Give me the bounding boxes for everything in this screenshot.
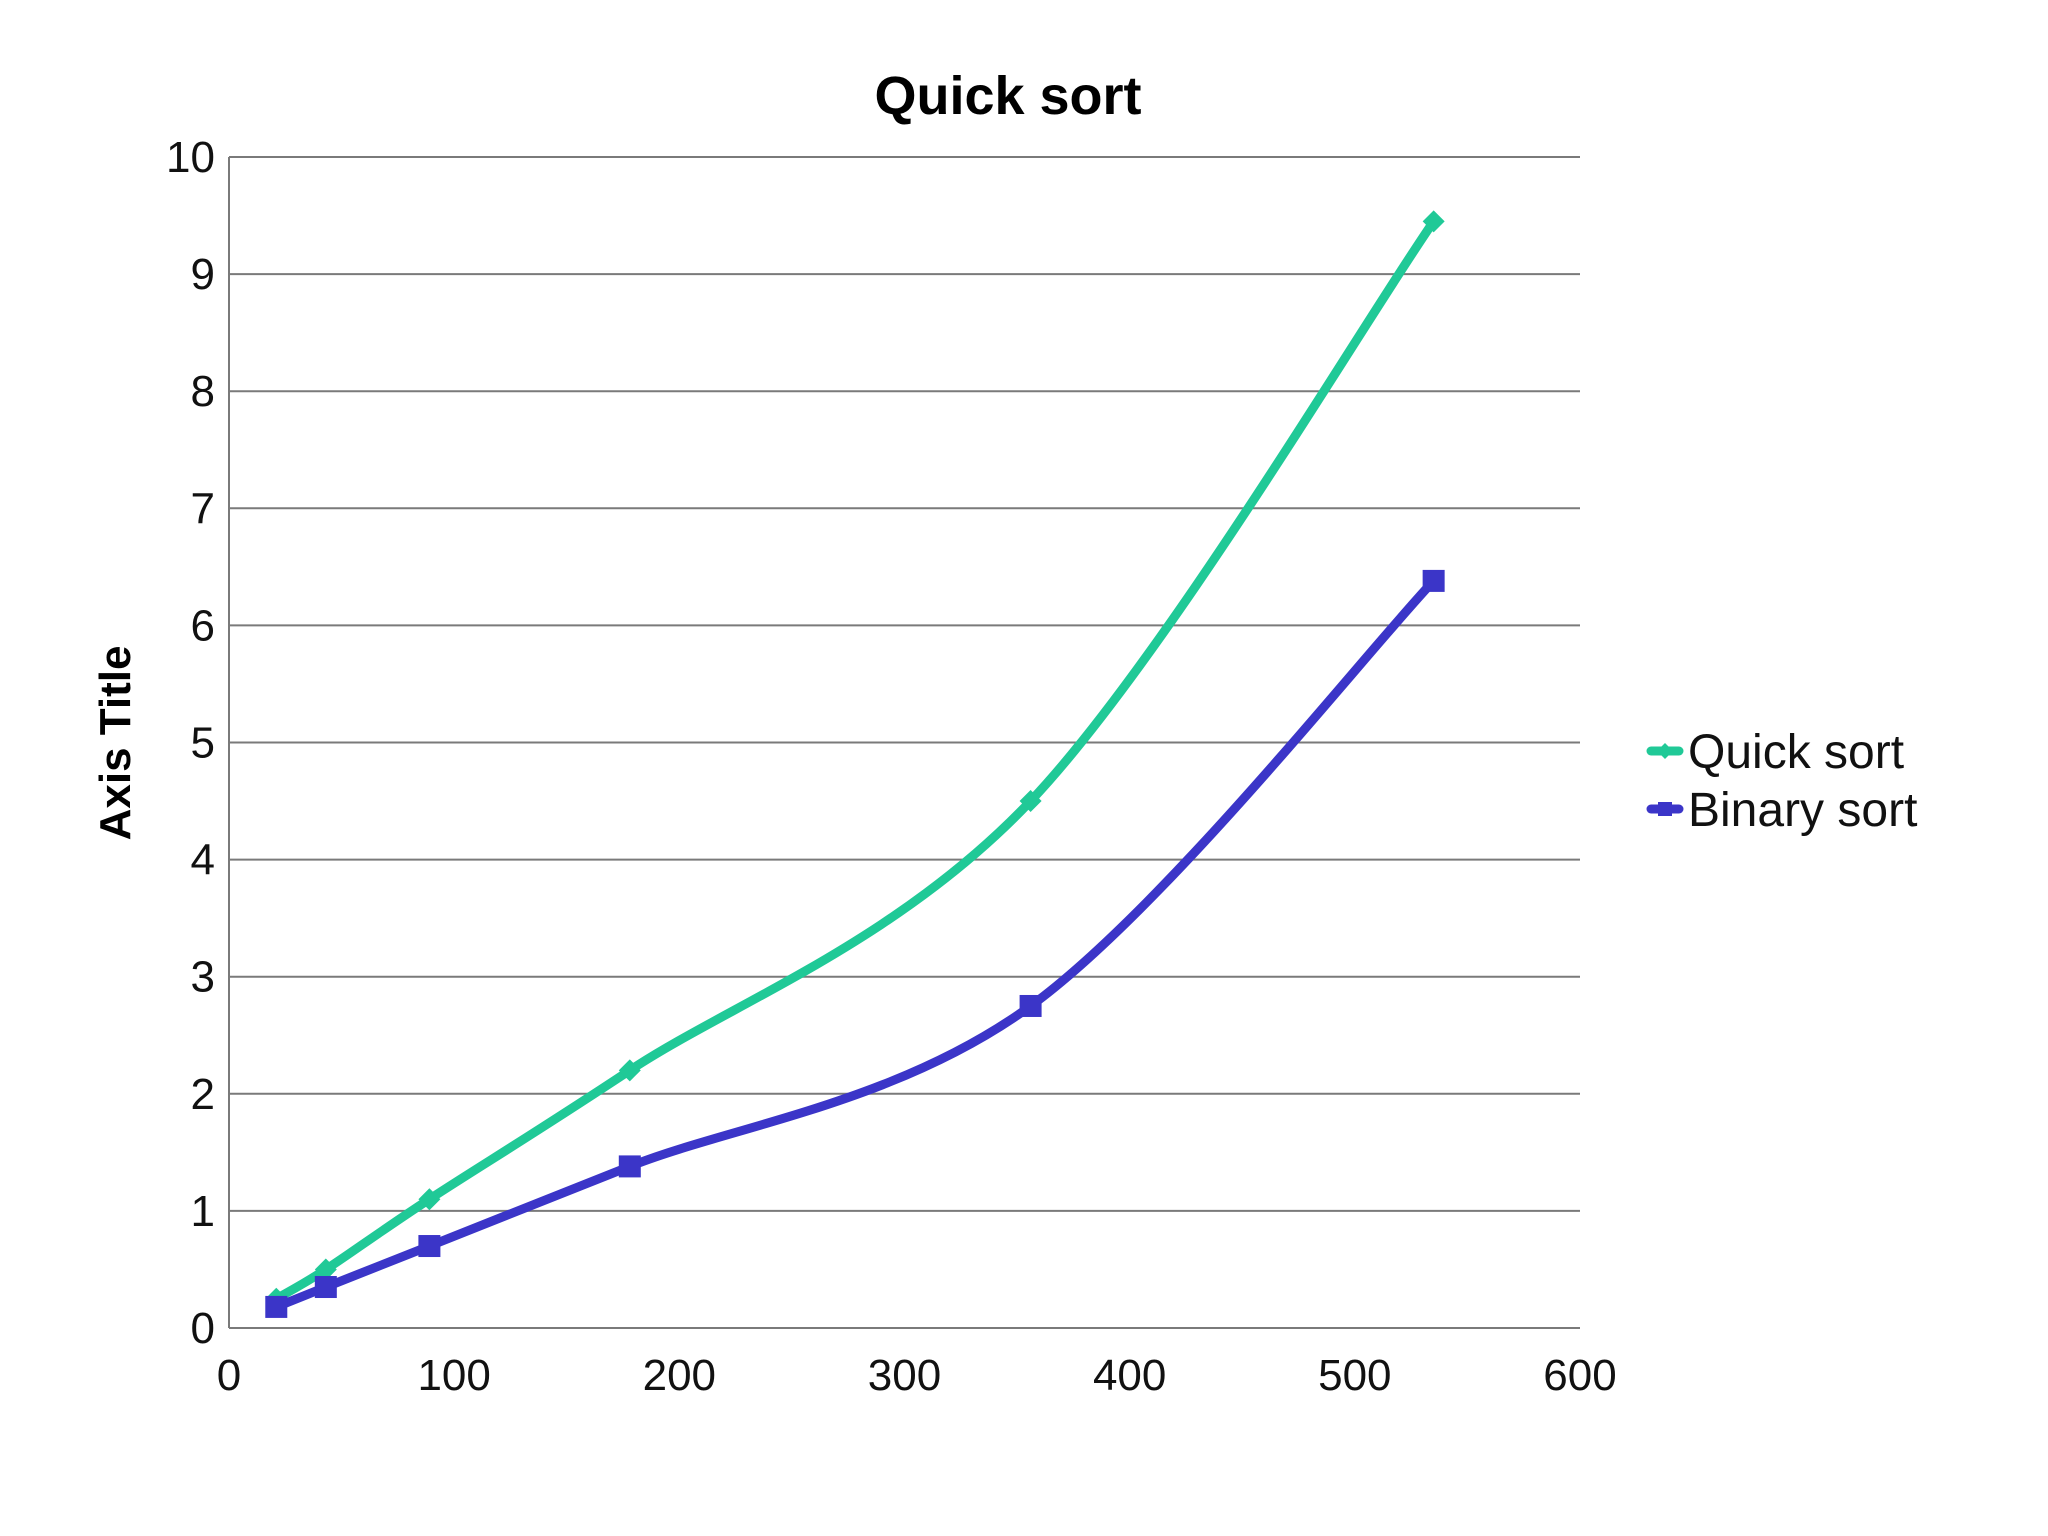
legend-label: Quick sort [1688, 726, 1904, 779]
y-axis-title: Axis Title [91, 646, 140, 841]
data-point-binary-sort [265, 1295, 288, 1318]
legend-swatch-marker [1657, 743, 1673, 759]
x-tick-label: 100 [417, 1351, 490, 1400]
x-tick-label: 0 [217, 1351, 241, 1400]
gridlines [229, 156, 1580, 1329]
y-tick-label: 1 [191, 1187, 215, 1236]
x-tick-label: 400 [1093, 1351, 1166, 1400]
chart-title: Quick sort [874, 66, 1141, 126]
x-tick-label: 500 [1318, 1351, 1391, 1400]
data-point-binary-sort [418, 1235, 441, 1258]
data-point-quick-sort [314, 1258, 337, 1281]
y-tick-label: 3 [191, 953, 215, 1002]
x-axis-tick-labels: 0 100 200 300 400 500 600 [217, 1351, 1617, 1400]
y-tick-label: 6 [191, 601, 215, 650]
y-axis-tick-labels: 0 1 2 3 4 5 6 7 8 9 10 [166, 133, 215, 1353]
data-point-binary-sort [1422, 569, 1445, 592]
data-point-binary-sort [1019, 994, 1042, 1017]
data-point-quick-sort [1422, 210, 1445, 233]
x-tick-label: 600 [1543, 1351, 1616, 1400]
series-line-quick-sort [271, 216, 1439, 1304]
y-tick-label: 4 [191, 836, 215, 885]
y-tick-label: 7 [191, 484, 215, 533]
data-point-quick-sort [418, 1188, 441, 1211]
data-point-binary-sort [618, 1155, 641, 1178]
legend-swatch-marker [1658, 802, 1672, 816]
y-tick-label: 8 [191, 367, 215, 416]
x-tick-label: 300 [868, 1351, 941, 1400]
y-tick-label: 9 [191, 250, 215, 299]
y-tick-label: 5 [191, 719, 215, 768]
data-point-binary-sort [314, 1276, 337, 1299]
legend-label: Binary sort [1688, 784, 1917, 837]
data-point-quick-sort [618, 1059, 641, 1082]
legend-item-binary-sort: Binary sort [1646, 784, 1917, 837]
x-tick-label: 200 [643, 1351, 716, 1400]
series-line-binary-sort [271, 576, 1439, 1312]
series-binary-sort [265, 569, 1445, 1318]
y-tick-label: 10 [166, 133, 215, 182]
legend-item-quick-sort: Quick sort [1646, 726, 1904, 779]
y-tick-label: 2 [191, 1070, 215, 1119]
y-tick-label: 0 [191, 1304, 215, 1353]
series [265, 210, 1445, 1318]
data-point-quick-sort [1019, 790, 1042, 813]
